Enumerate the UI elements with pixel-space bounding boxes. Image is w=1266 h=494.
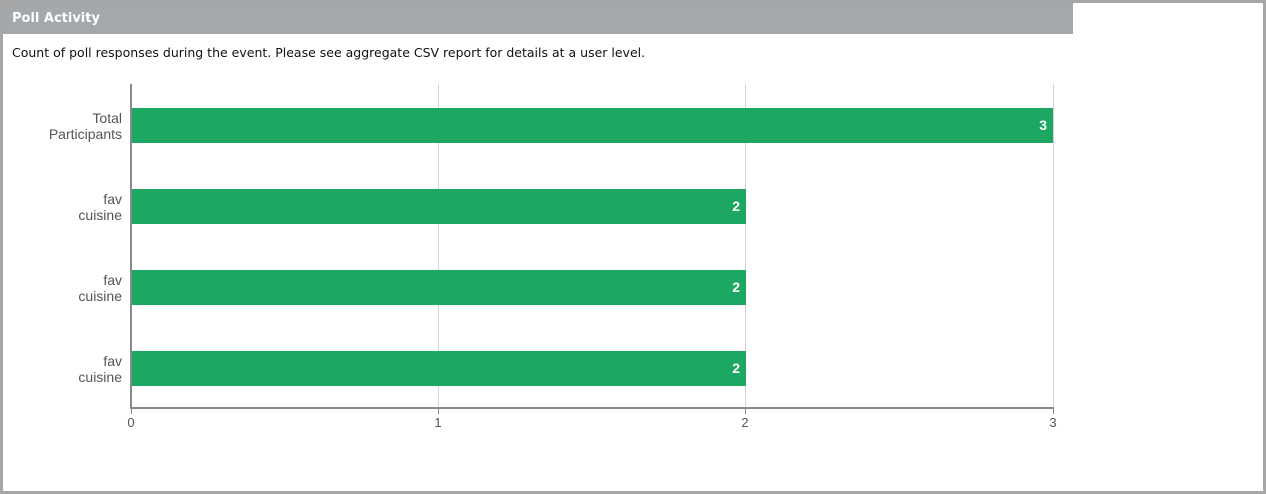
category-label-line: cuisine <box>78 207 122 223</box>
y-axis <box>130 84 132 409</box>
category-label-line: fav <box>103 272 122 288</box>
category-label-line: cuisine <box>78 369 122 385</box>
gridline-3 <box>1053 84 1054 408</box>
x-tick <box>438 408 439 414</box>
category-label: fav cuisine <box>2 272 122 304</box>
x-tick <box>131 408 132 414</box>
bar-value-label: 3 <box>1039 117 1047 133</box>
panel-description: Count of poll responses during the event… <box>12 45 646 60</box>
category-label: Total Participants <box>2 110 122 142</box>
category-label-line: Total <box>92 110 122 126</box>
panel-header: Poll Activity <box>3 3 1073 34</box>
gridline-1 <box>438 84 439 408</box>
x-tick-label: 2 <box>741 415 749 430</box>
bar-fav-cuisine-3: 2 <box>132 351 746 386</box>
bar-value-label: 2 <box>732 198 740 214</box>
bar-value-label: 2 <box>732 360 740 376</box>
gridline-2 <box>745 84 746 408</box>
bar-total-participants: 3 <box>132 108 1053 143</box>
panel-title: Poll Activity <box>12 11 100 26</box>
bar-value-label: 2 <box>732 279 740 295</box>
category-label-line: cuisine <box>78 288 122 304</box>
category-label: fav cuisine <box>2 191 122 223</box>
x-tick <box>1053 408 1054 414</box>
bar-fav-cuisine-1: 2 <box>132 189 746 224</box>
x-tick-label: 0 <box>127 415 135 430</box>
category-label: fav cuisine <box>2 353 122 385</box>
x-tick-label: 1 <box>434 415 442 430</box>
category-label-line: fav <box>103 191 122 207</box>
category-label-line: Participants <box>48 126 122 142</box>
category-label-line: fav <box>103 353 122 369</box>
x-axis <box>130 407 1054 409</box>
x-tick-label: 3 <box>1049 415 1057 430</box>
bar-fav-cuisine-2: 2 <box>132 270 746 305</box>
x-tick <box>745 408 746 414</box>
